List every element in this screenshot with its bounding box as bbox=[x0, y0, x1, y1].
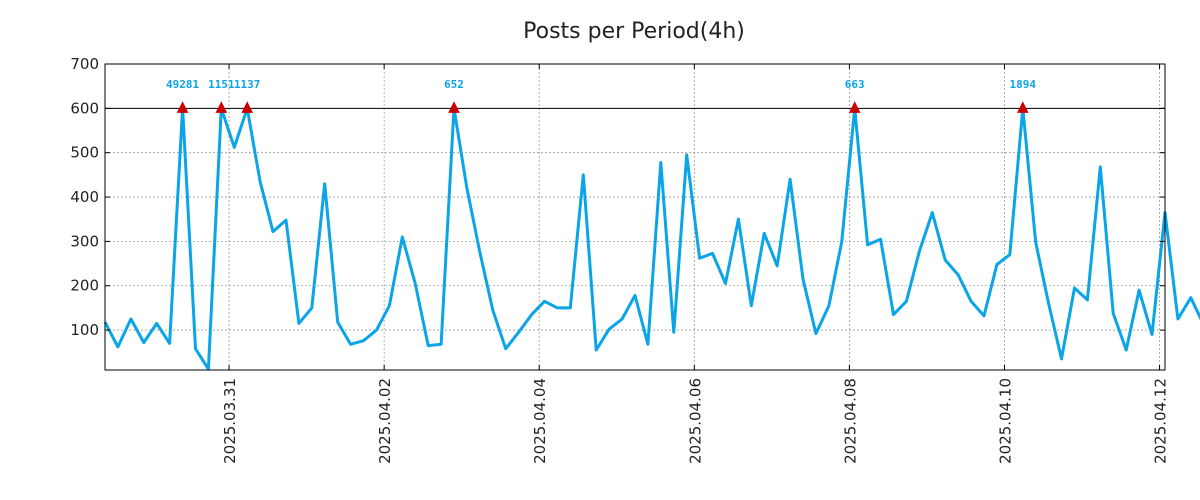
x-tick-label: 2025.04.06 bbox=[686, 378, 704, 464]
peak-marker bbox=[241, 101, 253, 113]
plot-frame bbox=[104, 63, 1166, 371]
peak-marker bbox=[215, 101, 228, 113]
y-tick-label: 300 bbox=[70, 232, 99, 250]
peak-label: 1137 bbox=[234, 78, 261, 91]
y-tick-label: 100 bbox=[70, 321, 99, 339]
peak-marker bbox=[176, 101, 189, 113]
chart-title: Posts per Period(4h) bbox=[523, 19, 745, 44]
peak-label: 1151 bbox=[208, 78, 235, 91]
peak-marker bbox=[848, 101, 861, 113]
y-tick-label: 600 bbox=[70, 99, 99, 117]
x-tick-label: 2025.04.02 bbox=[376, 378, 394, 464]
peak-label: 49281 bbox=[166, 78, 199, 91]
y-tick-label: 400 bbox=[70, 188, 99, 206]
y-tick-label: 500 bbox=[70, 144, 99, 162]
x-tick-label: 2025.03.31 bbox=[221, 378, 239, 464]
peak-label: 652 bbox=[444, 78, 464, 91]
x-tick-label: 2025.04.08 bbox=[841, 378, 859, 464]
peak-marker bbox=[448, 101, 460, 113]
y-tick-label: 200 bbox=[70, 277, 99, 295]
y-tick-label: 700 bbox=[70, 55, 99, 73]
series-line bbox=[103, 106, 1200, 371]
peak-label: 663 bbox=[845, 78, 865, 91]
x-tick-label: 2025.04.10 bbox=[996, 378, 1014, 464]
x-tick-label: 2025.04.12 bbox=[1152, 378, 1170, 464]
peak-label: 1894 bbox=[1010, 78, 1037, 91]
peak-marker bbox=[1016, 101, 1029, 113]
x-tick-label: 2025.04.04 bbox=[531, 378, 549, 464]
